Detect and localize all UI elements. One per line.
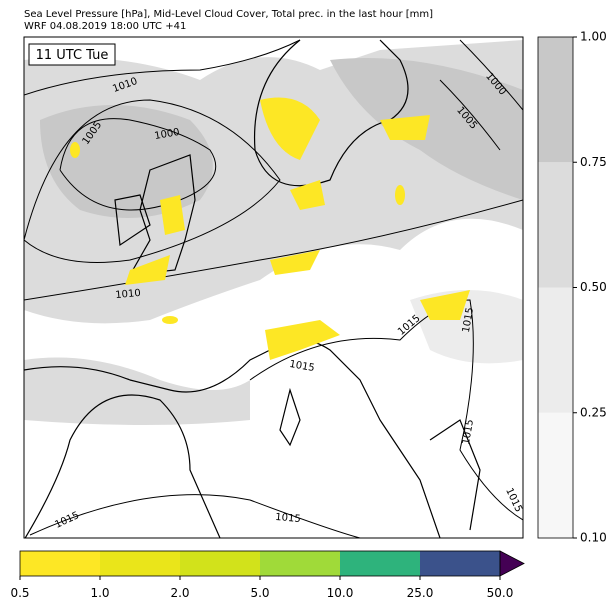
contour-label: 1015 (461, 419, 476, 446)
colorbar-band (538, 287, 573, 413)
map-frame (23, 36, 524, 539)
colorbar-tick-label: 0.10 (580, 531, 607, 545)
colorbar-band (100, 551, 180, 576)
colorbar-band (180, 551, 260, 576)
colorbar-band (20, 551, 100, 576)
contour-label: 1015 (461, 307, 476, 334)
colorbar-band (538, 37, 573, 163)
colorbar-tick-label: 1.00 (580, 30, 607, 44)
title-line: Sea Level Pressure [hPa], Mid-Level Clou… (24, 9, 433, 20)
colorbar-band (538, 162, 573, 288)
title-line: WRF 04.08.2019 18:00 UTC +41 (24, 21, 186, 32)
colorbar-extend (499, 550, 525, 577)
colorbar-tick-label: 1.0 (90, 586, 109, 600)
colorbar-tick-label: 5.0 (250, 586, 269, 600)
colorbar-tick-label: 50.0 (487, 586, 514, 600)
colorbar-tick-label: 10.0 (327, 586, 354, 600)
colorbar-tick-label: 0.75 (580, 155, 607, 169)
contour-label: 1015 (275, 512, 301, 525)
contour-label: 1000 (154, 127, 181, 142)
colorbar-band (538, 412, 573, 538)
colorbar-tick-label: 0.25 (580, 405, 607, 419)
colorbar-tick-label: 25.0 (407, 586, 434, 600)
contour-label: 1015 (288, 359, 315, 374)
colorbar-band (420, 551, 500, 576)
time-label: 11 UTC Tue (36, 48, 109, 63)
contour-label: 1010 (115, 288, 141, 301)
colorbar-tick-label: 0.5 (10, 586, 29, 600)
colorbar-band (340, 551, 420, 576)
colorbar-band (260, 551, 340, 576)
colorbar-tick-label: 2.0 (170, 586, 189, 600)
colorbar-tick-label: 0.50 (580, 280, 607, 294)
